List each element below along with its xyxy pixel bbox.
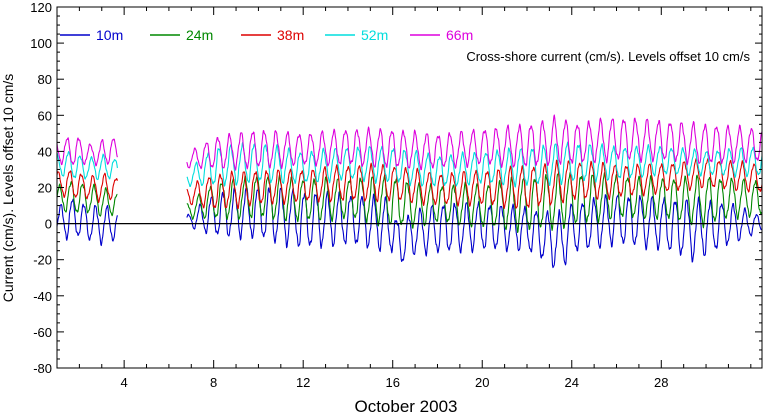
y-tick-label: -60 xyxy=(33,325,52,340)
x-tick-label: 28 xyxy=(654,375,668,390)
x-tick-label: 20 xyxy=(475,375,489,390)
y-tick-label: 120 xyxy=(30,0,52,15)
x-tick-label: 24 xyxy=(565,375,579,390)
y-axis-title: Current (cm/s). Levels offset 10 cm/s xyxy=(0,74,16,302)
y-tick-label: 60 xyxy=(38,108,52,123)
x-tick-label: 8 xyxy=(210,375,217,390)
y-tick-label: 0 xyxy=(45,217,52,232)
legend-label-52m: 52m xyxy=(361,27,388,43)
axis-layer: -80 -60 -40 -20 0 20 40 60 80 100 120 4 8 12 16 20 24 28 xyxy=(30,0,763,390)
series-line-66m xyxy=(56,114,763,171)
y-tick-label: 80 xyxy=(38,72,52,87)
annotation: Cross-shore current (cm/s). Levels offse… xyxy=(466,49,750,64)
y-tick-label: 100 xyxy=(30,36,52,51)
legend-label-10m: 10m xyxy=(96,27,123,43)
series-line-24m xyxy=(56,171,763,234)
series-line-10m xyxy=(56,186,763,269)
y-tick-label: 20 xyxy=(38,181,52,196)
y-tick-label: -20 xyxy=(33,253,52,268)
legend: 10m 24m 38m 52m 66m xyxy=(60,27,473,43)
y-tick-label: -40 xyxy=(33,289,52,304)
x-tick-label: 16 xyxy=(385,375,399,390)
x-tick-label: 4 xyxy=(121,375,128,390)
x-axis-title: October 2003 xyxy=(354,397,457,414)
legend-label-66m: 66m xyxy=(446,27,473,43)
series-line-38m xyxy=(56,157,763,210)
series-line-52m xyxy=(56,141,763,188)
legend-label-24m: 24m xyxy=(186,27,213,43)
x-tick-label: 12 xyxy=(296,375,310,390)
y-tick-label: 40 xyxy=(38,144,52,159)
y-tick-label: -80 xyxy=(33,361,52,376)
legend-label-38m: 38m xyxy=(277,27,304,43)
series-layer xyxy=(56,114,763,269)
